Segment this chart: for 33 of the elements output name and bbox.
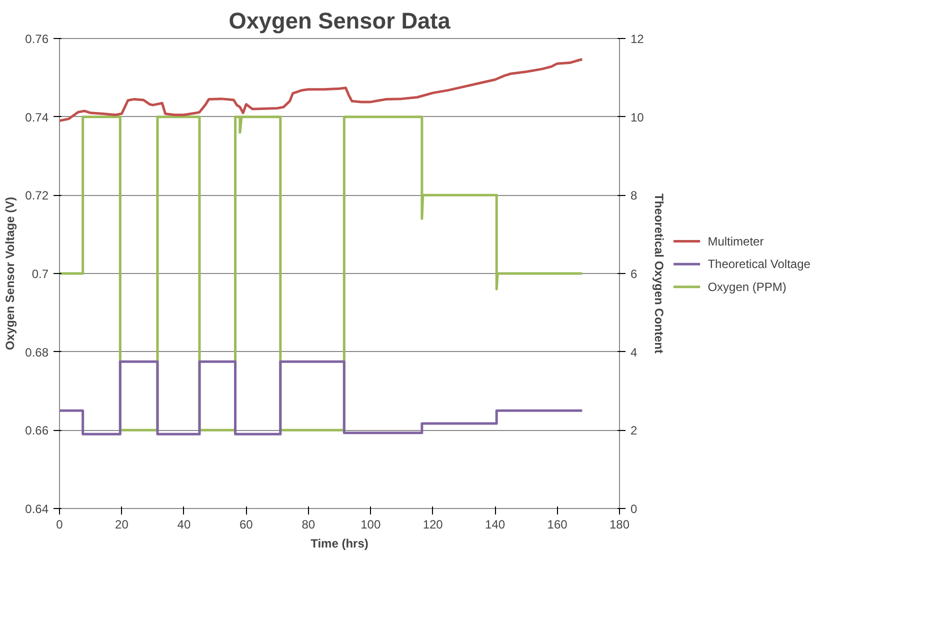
x-tick-label: 60 (239, 518, 254, 532)
line-series (60, 360, 584, 436)
x-tick-label: 160 (547, 518, 568, 532)
y2-tick-label: 4 (630, 345, 638, 360)
y-tick-label: 0.74 (25, 110, 49, 124)
x-tick-label: 40 (177, 518, 191, 532)
legend-label: Theoretical Voltage (708, 257, 811, 272)
x-tick-label: 20 (115, 518, 129, 532)
x-tick-label: 120 (422, 518, 444, 532)
y-tick-label: 0.72 (25, 188, 49, 203)
x-tick-label: 0 (56, 518, 64, 532)
line-series (60, 58, 584, 122)
x-tick-label: 80 (302, 518, 316, 532)
x-axis-title: Time (hrs) (310, 536, 368, 550)
legend-label: Multimeter (708, 234, 764, 248)
y2-axis-title: Theoretical Oxygen Content (652, 193, 666, 354)
y2-tick-label: 2 (630, 424, 638, 438)
y-tick-label: 0.76 (25, 32, 49, 46)
y2-tick-label: 8 (630, 188, 638, 203)
y-tick-label: 0.68 (25, 345, 49, 360)
chart-title: Oxygen Sensor Data (228, 8, 451, 34)
y2-tick-label: 0 (630, 502, 638, 516)
y2-tick-label: 12 (630, 32, 644, 46)
y-axis-title: Oxygen Sensor Voltage (V) (3, 196, 18, 350)
y2-tick-label: 6 (630, 267, 638, 281)
y2-tick-label: 10 (630, 110, 644, 124)
y-tick-label: 0.64 (25, 502, 49, 516)
y-tick-label: 0.66 (25, 424, 49, 438)
x-tick-label: 100 (360, 518, 381, 532)
y-tick-label: 0.7 (32, 267, 49, 281)
legend-label: Oxygen (PPM) (708, 280, 786, 294)
x-tick-label: 140 (485, 518, 506, 532)
x-tick-label: 180 (609, 518, 630, 532)
